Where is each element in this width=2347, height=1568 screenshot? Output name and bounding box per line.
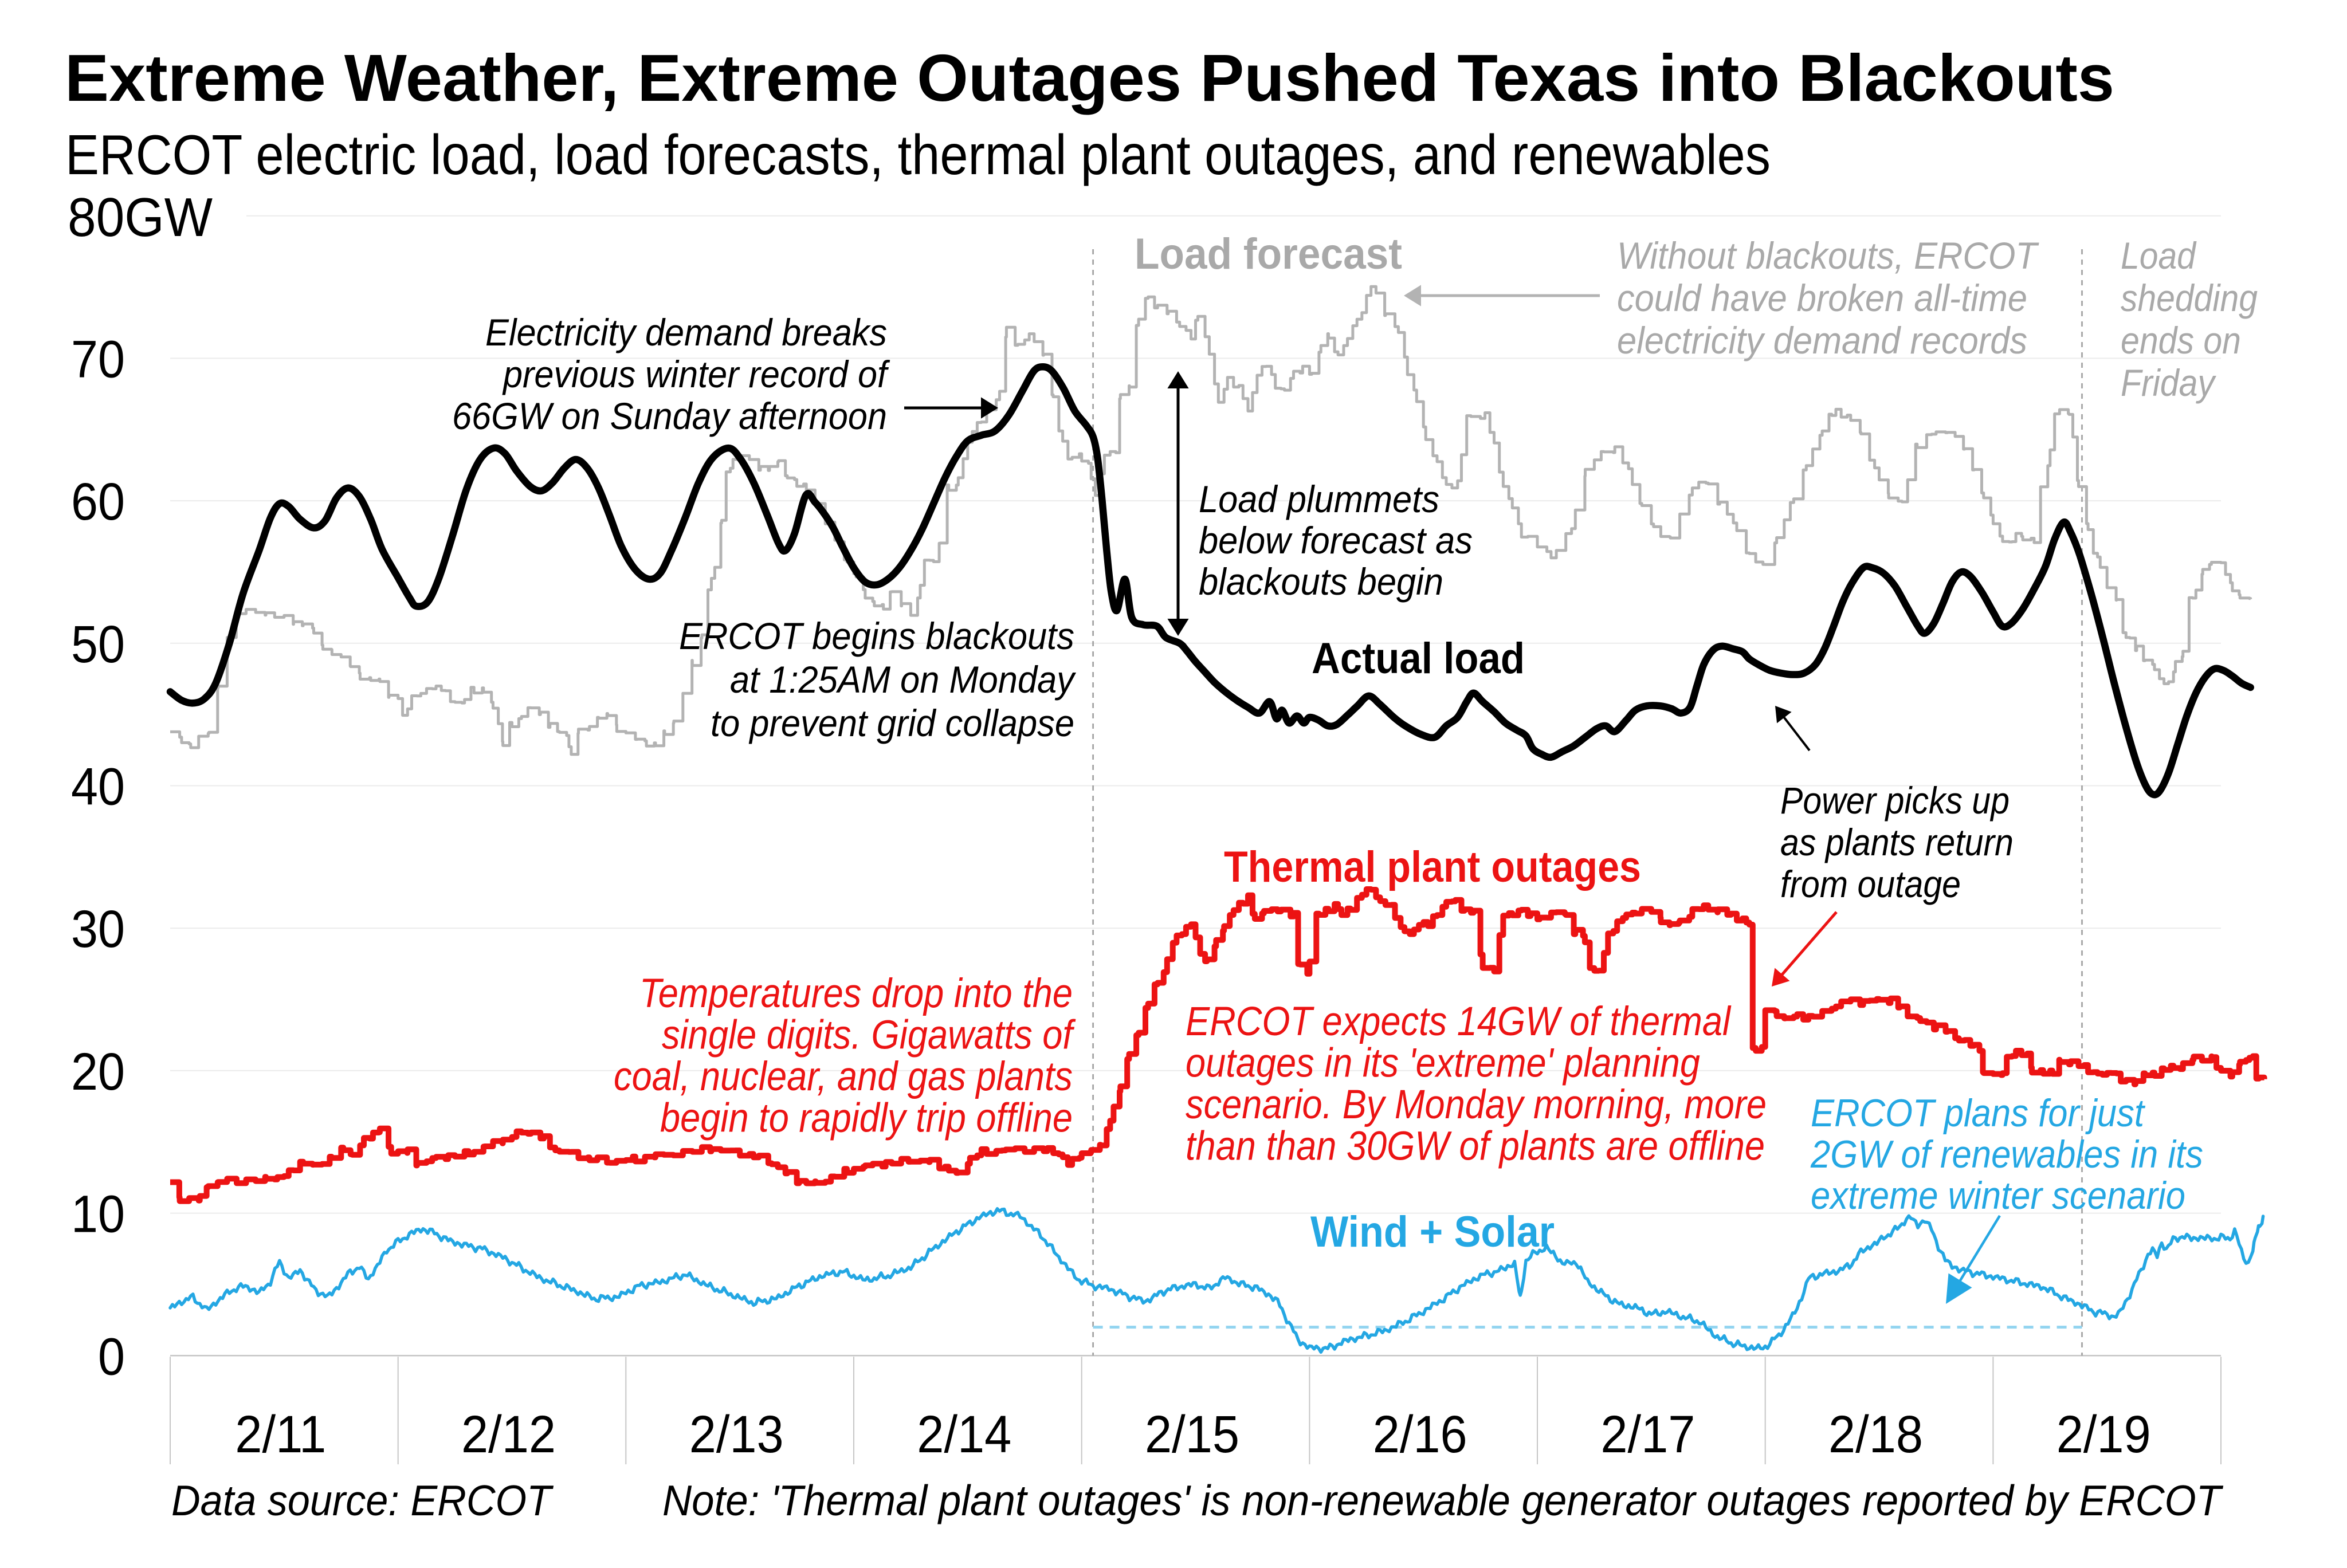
svg-text:2/13: 2/13 xyxy=(689,1405,784,1464)
svg-text:50: 50 xyxy=(71,615,125,674)
svg-text:10: 10 xyxy=(71,1185,125,1244)
svg-text:Data source: ERCOT: Data source: ERCOT xyxy=(171,1476,554,1524)
svg-text:scenario. By Monday morning, m: scenario. By Monday morning, more xyxy=(1186,1082,1767,1127)
svg-text:electricity demand records: electricity demand records xyxy=(1617,319,2027,361)
svg-text:Extreme Weather, Extreme Outag: Extreme Weather, Extreme Outages Pushed … xyxy=(65,41,2114,115)
svg-text:coal, nuclear, and gas plants: coal, nuclear, and gas plants xyxy=(614,1054,1073,1099)
svg-text:80GW: 80GW xyxy=(68,187,213,248)
svg-text:Load forecast: Load forecast xyxy=(1135,230,1402,278)
svg-text:blackouts begin: blackouts begin xyxy=(1199,560,1443,603)
svg-text:from outage: from outage xyxy=(1780,863,1961,905)
svg-text:below forecast as: below forecast as xyxy=(1199,519,1473,561)
svg-text:Temperatures drop into the: Temperatures drop into the xyxy=(639,971,1073,1016)
svg-text:than than 30GW of plants are o: than than 30GW of plants are offline xyxy=(1186,1124,1765,1169)
svg-text:Load: Load xyxy=(2121,234,2197,277)
svg-text:66GW on Sunday afternoon: 66GW on Sunday afternoon xyxy=(452,395,887,437)
svg-text:60: 60 xyxy=(71,473,125,531)
svg-text:Electricity demand breaks: Electricity demand breaks xyxy=(485,311,887,353)
svg-text:2/18: 2/18 xyxy=(1828,1405,1923,1464)
svg-text:2/17: 2/17 xyxy=(1600,1405,1695,1464)
svg-text:2/12: 2/12 xyxy=(461,1405,556,1464)
svg-text:Power picks up: Power picks up xyxy=(1780,779,2010,822)
svg-text:2GW of renewables in its: 2GW of renewables in its xyxy=(1810,1133,2203,1176)
svg-text:begin to rapidly trip offline: begin to rapidly trip offline xyxy=(660,1096,1073,1141)
svg-text:extreme winter scenario: extreme winter scenario xyxy=(1811,1174,2185,1217)
svg-text:as plants return: as plants return xyxy=(1780,821,2014,863)
svg-text:outages in its 'extreme' plann: outages in its 'extreme' planning xyxy=(1186,1041,1700,1086)
svg-text:ERCOT plans for just: ERCOT plans for just xyxy=(1811,1091,2146,1135)
svg-text:at 1:25AM on Monday: at 1:25AM on Monday xyxy=(730,658,1077,701)
svg-text:2/16: 2/16 xyxy=(1373,1405,1467,1464)
svg-text:Friday: Friday xyxy=(2121,361,2217,404)
svg-text:2/19: 2/19 xyxy=(2056,1405,2151,1464)
svg-text:Load plummets: Load plummets xyxy=(1199,478,1439,520)
svg-text:20: 20 xyxy=(71,1043,125,1101)
svg-text:70: 70 xyxy=(71,330,125,388)
svg-text:2/14: 2/14 xyxy=(917,1405,1011,1464)
svg-text:Note: 'Thermal plant outages': Note: 'Thermal plant outages' is non-ren… xyxy=(662,1476,2224,1524)
svg-text:ERCOT expects 14GW of thermal: ERCOT expects 14GW of thermal xyxy=(1186,999,1732,1044)
svg-text:shedding: shedding xyxy=(2121,277,2258,319)
svg-text:40: 40 xyxy=(71,758,125,816)
svg-text:0: 0 xyxy=(98,1327,125,1386)
svg-text:2/11: 2/11 xyxy=(235,1405,326,1464)
svg-text:to prevent grid collapse: to prevent grid collapse xyxy=(711,702,1074,744)
svg-text:previous winter record of: previous winter record of xyxy=(502,353,890,395)
svg-text:2/15: 2/15 xyxy=(1145,1405,1239,1464)
svg-text:Actual load: Actual load xyxy=(1312,634,1525,683)
svg-text:could have broken all-time: could have broken all-time xyxy=(1617,277,2027,319)
svg-text:Wind + Solar: Wind + Solar xyxy=(1310,1208,1555,1256)
svg-text:ERCOT electric load, load fore: ERCOT electric load, load forecasts, the… xyxy=(65,123,1771,186)
svg-text:Without blackouts, ERCOT: Without blackouts, ERCOT xyxy=(1617,234,2039,277)
svg-text:30: 30 xyxy=(71,900,125,958)
svg-text:Thermal plant outages: Thermal plant outages xyxy=(1224,843,1641,891)
svg-text:ERCOT begins blackouts: ERCOT begins blackouts xyxy=(679,615,1074,657)
svg-text:ends on: ends on xyxy=(2121,319,2241,361)
svg-text:single digits. Gigawatts of: single digits. Gigawatts of xyxy=(662,1013,1076,1058)
